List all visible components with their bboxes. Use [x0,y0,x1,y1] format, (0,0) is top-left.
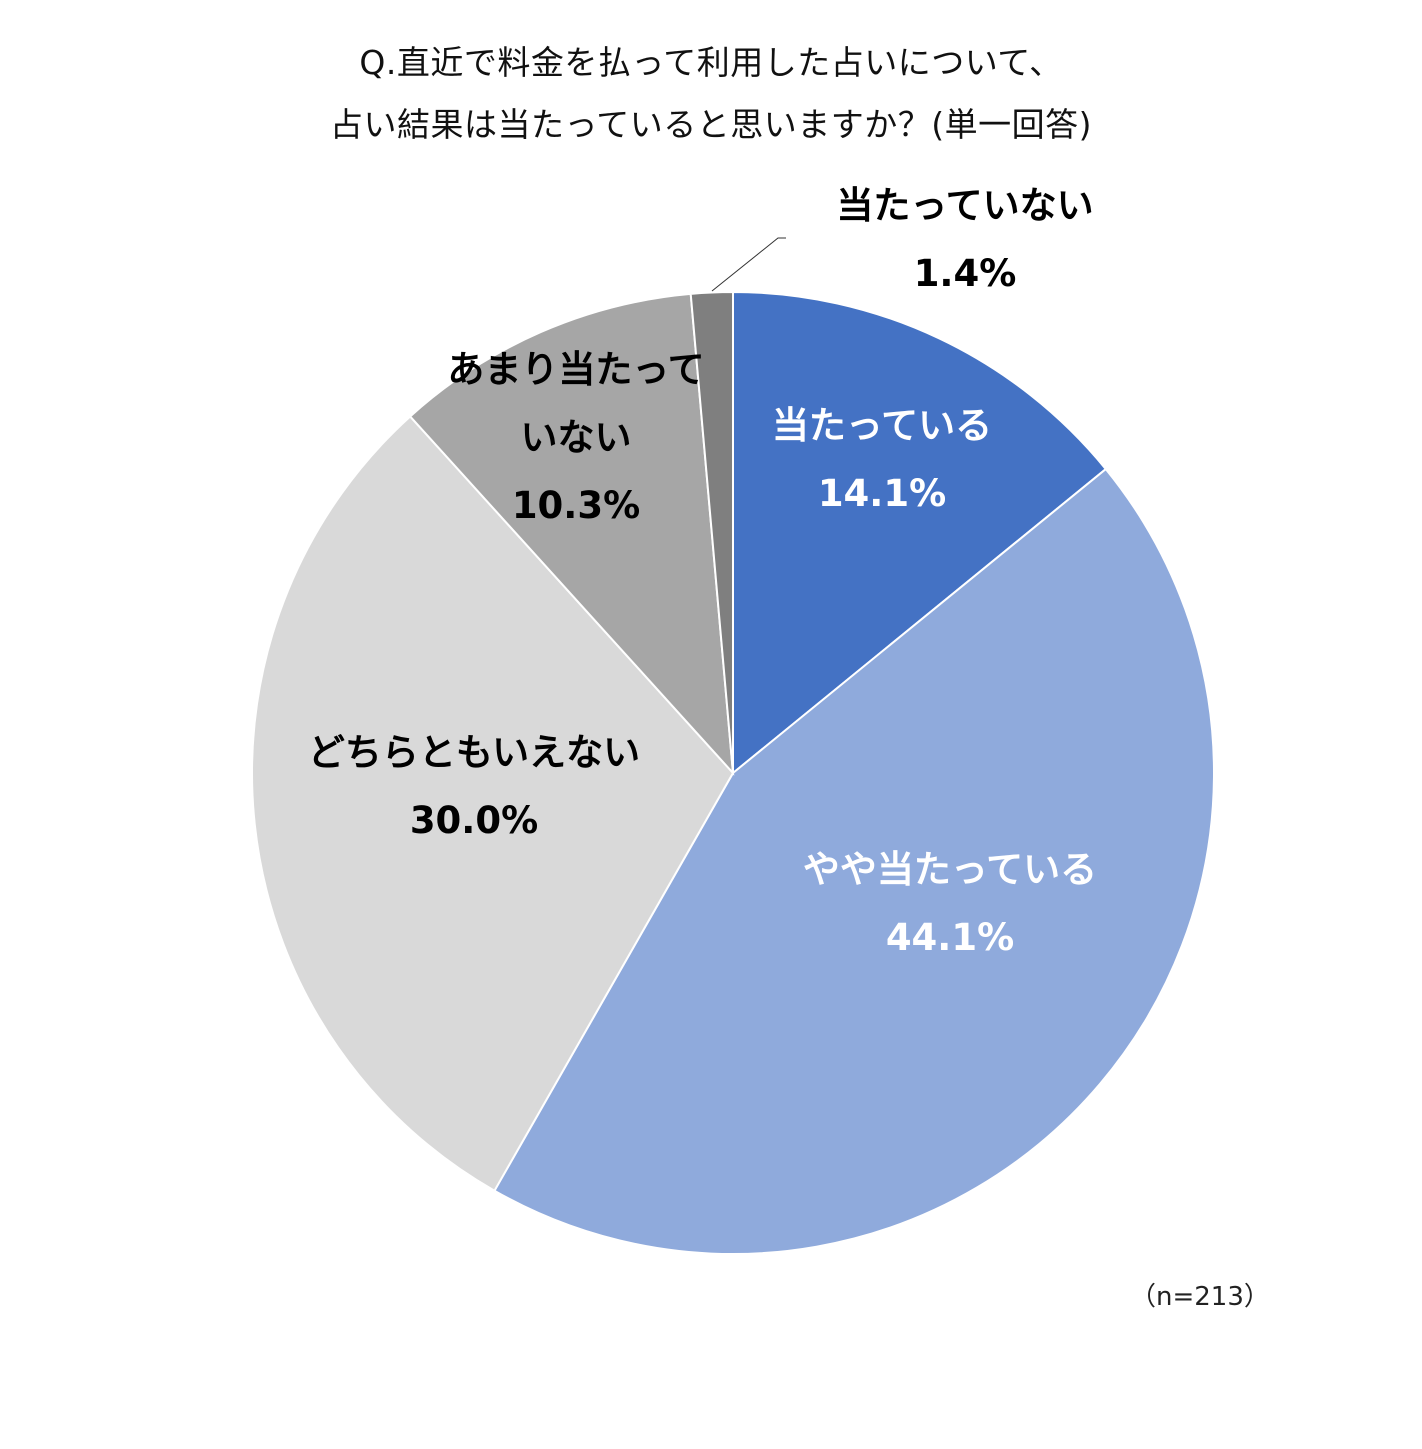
pie-slice-1 [493,467,1216,1255]
chart-title-line-1: Q.直近で料金を払って利用した占いについて、 [359,43,1063,82]
slice-label-0: 当たっている [772,404,992,447]
chart-title-line-2: 占い結果は当たっていると思いますか？(単一回答) [329,105,1093,144]
slice-value-3: 10.3% [512,484,640,527]
slice-value-0: 14.1% [818,472,946,515]
pie-slice-0 [732,290,1108,776]
slice-label-3-line-1: いない [521,416,632,459]
sample-size-note: （n=213） [1130,1282,1270,1312]
leader-line [711,237,786,292]
slice-label-2: どちらともいえない [308,731,640,774]
pie-slice-2 [251,415,735,1193]
slice-value-1: 44.1% [886,916,1014,959]
slice-value-2: 30.0% [410,799,538,842]
pie-slice-4 [689,290,734,774]
slice-value-4: 1.4% [914,252,1017,295]
pie-slice-3 [408,292,735,776]
slice-label-3-line-0: あまり当たって [447,348,704,391]
slice-label-4: 当たっていない [836,184,1093,227]
slice-label-1: やや当たっている [803,848,1097,891]
